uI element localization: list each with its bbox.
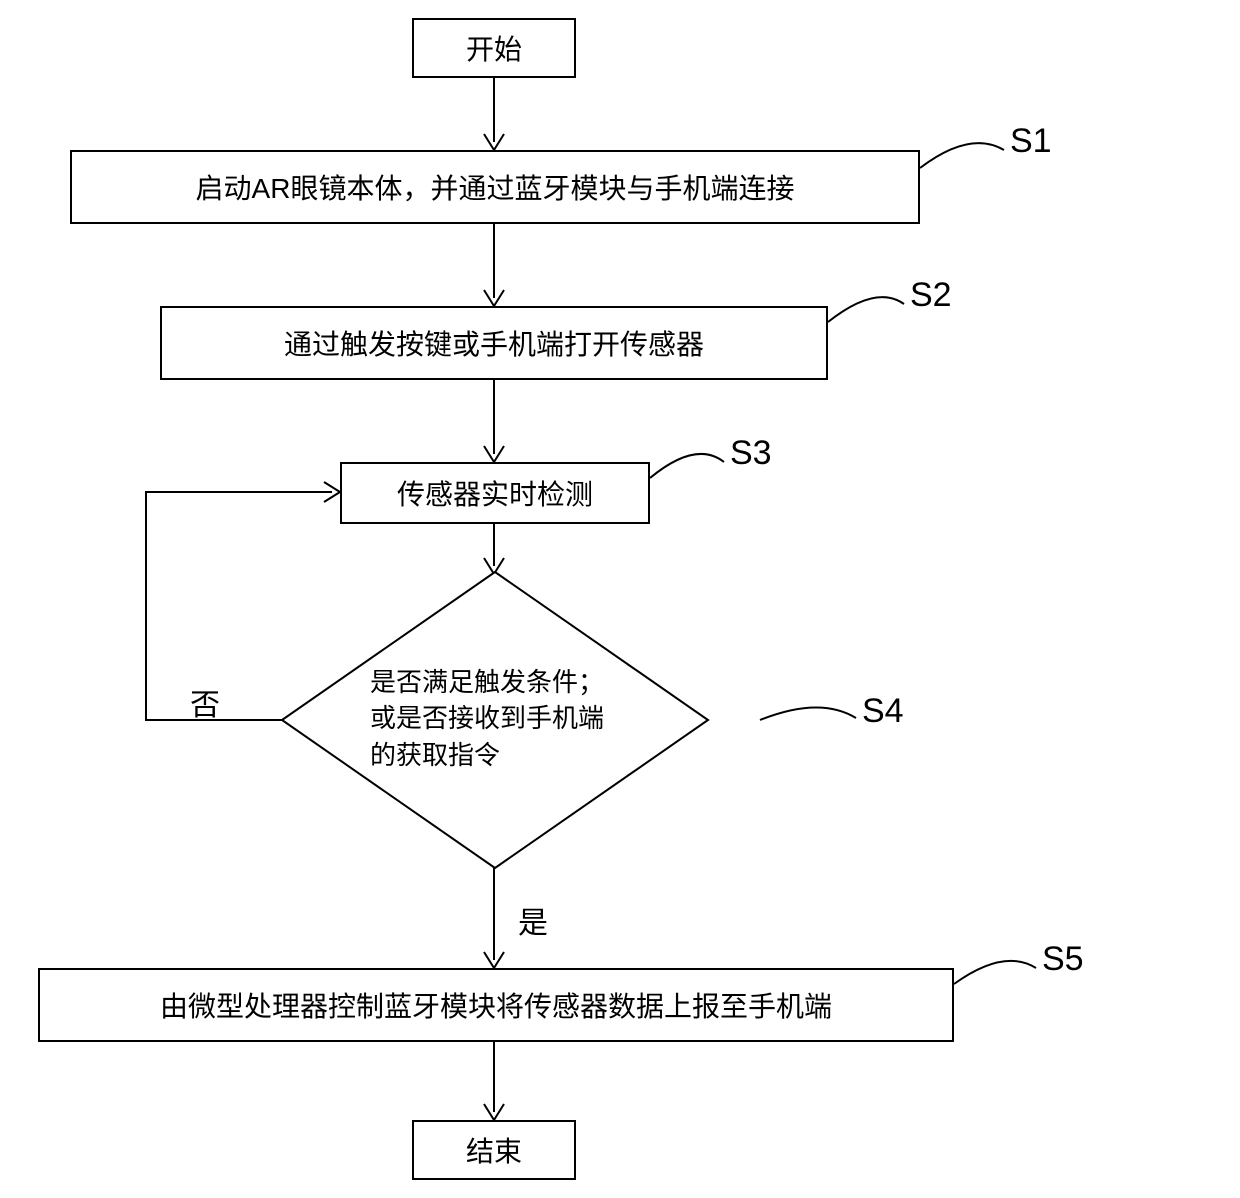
edge-s3-s4: [484, 524, 504, 574]
leader-s1: [920, 143, 1004, 168]
leader-s5: [954, 961, 1036, 984]
edge-start-s1: [484, 78, 504, 150]
node-s4: 是否满足触发条件；或是否接收到手机端的获取指令: [280, 570, 710, 870]
step-label-s5: S5: [1042, 940, 1084, 979]
edge-s5-end: [484, 1042, 504, 1120]
step-label-s2: S2: [910, 276, 952, 315]
node-s3: 传感器实时检测: [340, 462, 650, 524]
step-label-s4: S4: [862, 692, 904, 731]
node-end-text: 结束: [466, 1130, 522, 1170]
leader-s3: [650, 454, 724, 478]
leader-s2: [828, 297, 904, 322]
node-s1: 启动AR眼镜本体，并通过蓝牙模块与手机端连接: [70, 150, 920, 224]
branch-no: 否: [190, 680, 220, 724]
leader-s4: [760, 707, 856, 720]
node-s5-text: 由微型处理器控制蓝牙模块将传感器数据上报至手机端: [160, 985, 832, 1025]
node-s4-text: 是否满足触发条件；或是否接收到手机端的获取指令: [370, 664, 620, 773]
edge-s2-s3: [484, 380, 504, 462]
node-start: 开始: [412, 18, 576, 78]
step-label-s1: S1: [1010, 122, 1052, 161]
node-s2-text: 通过触发按键或手机端打开传感器: [284, 323, 704, 363]
step-label-s3: S3: [730, 434, 772, 473]
edge-s4-s5-yes: [484, 868, 504, 968]
node-s5: 由微型处理器控制蓝牙模块将传感器数据上报至手机端: [38, 968, 954, 1042]
node-start-text: 开始: [466, 28, 522, 68]
node-s3-text: 传感器实时检测: [397, 473, 593, 513]
node-s1-text: 启动AR眼镜本体，并通过蓝牙模块与手机端连接: [196, 167, 795, 207]
edge-s1-s2: [484, 224, 504, 306]
flowchart-canvas: 开始 启动AR眼镜本体，并通过蓝牙模块与手机端连接 通过触发按键或手机端打开传感…: [0, 0, 1240, 1198]
node-s2: 通过触发按键或手机端打开传感器: [160, 306, 828, 380]
branch-yes: 是: [518, 898, 548, 942]
node-end: 结束: [412, 1120, 576, 1180]
